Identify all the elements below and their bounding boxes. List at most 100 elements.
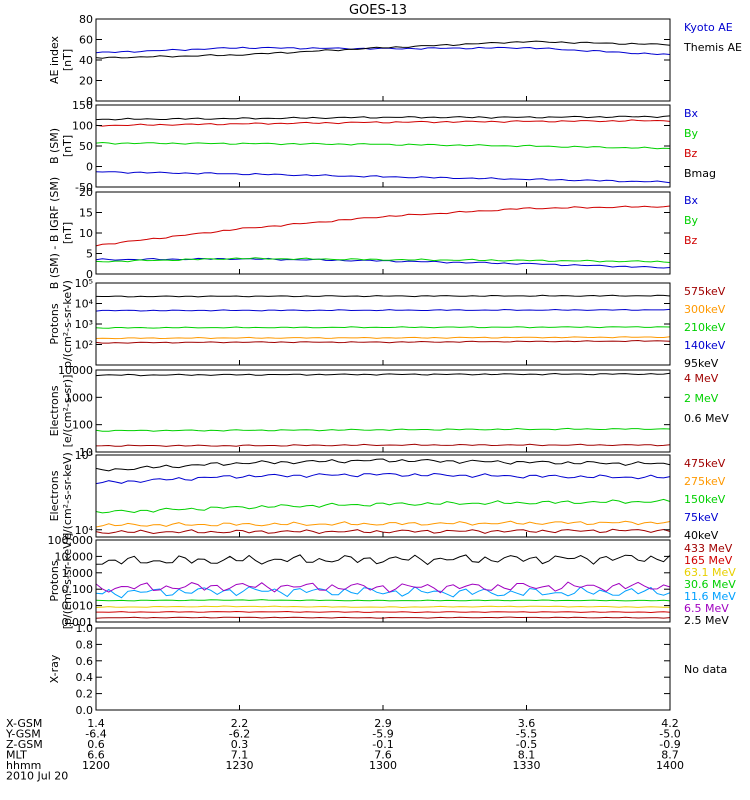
legend-entry: 40keV xyxy=(684,529,719,542)
series-line-4-mev xyxy=(95,443,671,447)
ephemeris-label: X-GSM xyxy=(6,717,42,730)
ephemeris-value: 0.3 xyxy=(231,738,249,751)
panel-protons-kev: 10² 10³ 10⁴ 10⁵ Protons p/(cm²-s-sr-keV) 575ke… xyxy=(48,277,726,370)
legend-entry: Bx xyxy=(684,107,699,120)
y-tick-label: 5 xyxy=(86,248,93,261)
y-axis-label: X-ray xyxy=(48,654,61,683)
panel-bigrf: 0 5 10 15 20 B (SM) - B IGRF (SM) [nT] Bx By Bz xyxy=(48,177,699,289)
series-line-275kev xyxy=(95,520,671,528)
y-tick-label: 0 xyxy=(86,268,93,281)
series-line-95kev xyxy=(95,294,671,298)
ephemeris-value: 1400 xyxy=(656,759,684,772)
series-line-by xyxy=(95,257,671,263)
legend-entry: Bmag xyxy=(684,167,716,180)
date-label: 2010 Jul 20 xyxy=(6,770,68,783)
series-line-210kev xyxy=(95,326,671,329)
y-axis-unit: e/(cm²-s-sr-keV) xyxy=(61,452,74,540)
y-tick-label: 10000 xyxy=(58,364,93,377)
panel-frame xyxy=(95,282,671,366)
y-tick-label: 10 xyxy=(79,446,93,459)
y-tick-label: 80 xyxy=(79,13,93,26)
y-tick-label: 50 xyxy=(79,140,93,153)
panel-frame xyxy=(95,627,671,711)
series-line-by xyxy=(95,141,671,150)
ephemeris-value: 6.6 xyxy=(87,749,105,762)
ephemeris-value: -0.5 xyxy=(516,738,537,751)
ephemeris-value: 7.6 xyxy=(374,749,392,762)
no-data-note: No data xyxy=(684,663,727,676)
series-line-6-5-mev xyxy=(95,581,671,594)
figure-title: GOES-13 xyxy=(349,3,407,18)
y-axis-label: B (SM) xyxy=(48,128,61,164)
series-line-0-6-mev xyxy=(95,372,671,377)
ephemeris-label: MLT xyxy=(6,749,27,762)
series-line-bz xyxy=(95,119,671,127)
panel-electrons-mev: 10 100 1000 10000 Electrons [e/(cm²-s-sr)] 4 M… xyxy=(48,364,729,459)
ephemeris-value: 2.2 xyxy=(231,717,249,730)
y-axis-label: Electrons xyxy=(48,385,61,436)
ephemeris-value: 1300 xyxy=(369,759,397,772)
legend-entry: Themis AE xyxy=(683,41,742,54)
series-line-11-6-mev xyxy=(95,586,671,599)
y-axis-unit: [nT] xyxy=(61,222,74,244)
legend-entry: Bz xyxy=(684,234,698,247)
ephemeris-value: 0.6 xyxy=(87,738,105,751)
y-tick-label: -50 xyxy=(75,181,93,194)
y-tick-label: 100 xyxy=(72,419,93,432)
y-tick-label: 10⁵ xyxy=(75,277,93,290)
y-tick-label: 0.2 xyxy=(76,688,94,701)
legend-entry: 4 MeV xyxy=(684,372,719,385)
ephemeris-value: -6.4 xyxy=(85,728,106,741)
y-tick-label: 15 xyxy=(79,207,93,220)
ephemeris-label: Z-GSM xyxy=(6,738,43,751)
y-tick-label: 60 xyxy=(79,34,93,47)
y-tick-label: 10³ xyxy=(75,318,93,331)
series-line-40kev xyxy=(95,458,671,472)
ephemeris-value: -6.2 xyxy=(229,728,250,741)
ephemeris-value: 1330 xyxy=(513,759,541,772)
ephemeris-value: -5.5 xyxy=(516,728,537,741)
panel-ae: 0 20 40 60 80 AE index [nT] Kyoto AE Themis AE xyxy=(48,13,742,108)
y-axis-label: AE index xyxy=(48,35,61,84)
legend-entry: 140keV xyxy=(684,339,726,352)
ephemeris-value: -0.1 xyxy=(372,738,393,751)
legend-entry: 95keV xyxy=(684,357,719,370)
legend-entry: 275keV xyxy=(684,475,726,488)
panel-frame xyxy=(95,18,671,102)
legend-entry: Bx xyxy=(684,194,699,207)
y-tick-label: 1000 xyxy=(65,391,93,404)
legend-entry: 63.1 MeV xyxy=(684,566,736,579)
y-tick-label: 1.000 xyxy=(62,567,94,580)
series-line-bmag xyxy=(95,115,671,121)
y-tick-label: 0 xyxy=(86,95,93,108)
ephemeris-value: 8.7 xyxy=(661,749,679,762)
legend-entry: 210keV xyxy=(684,321,726,334)
panel-bfield: -50 0 50 100 150 B (SM) [nT] Bx By Bz Bmag xyxy=(48,99,716,194)
legend-entry: Bz xyxy=(684,147,698,160)
y-tick-label: 0.6 xyxy=(76,655,94,668)
series-line-themis-ae xyxy=(95,40,671,59)
legend-entry: 2 MeV xyxy=(684,392,719,405)
y-tick-label: 10⁴ xyxy=(75,524,94,537)
y-tick-label: 10 xyxy=(79,227,93,240)
legend-entry: 165 MeV xyxy=(684,554,733,567)
series-line-bx xyxy=(95,171,671,184)
y-tick-label: 40 xyxy=(79,54,93,67)
y-tick-label: 100.000 xyxy=(48,534,94,547)
series-line-300kev xyxy=(95,336,671,340)
legend-entry: 2.5 MeV xyxy=(684,614,729,627)
y-axis-unit: [nT] xyxy=(61,49,74,71)
series-line-bz xyxy=(95,205,671,247)
y-tick-label: 10.000 xyxy=(55,550,94,563)
y-tick-label: 20 xyxy=(79,75,93,88)
ephemeris-value: 3.6 xyxy=(518,717,536,730)
y-tick-label: 0.001 xyxy=(62,616,94,629)
series-line-2-mev xyxy=(95,427,671,432)
legend-entry: 0.6 MeV xyxy=(684,412,729,425)
legend-entry: 475keV xyxy=(684,457,726,470)
y-axis-label: Electrons xyxy=(48,470,61,521)
y-tick-label: 10⁵ xyxy=(75,449,93,462)
y-axis-unit: [e/(cm²-s-sr)] xyxy=(61,375,74,448)
ephemeris-value: -5.0 xyxy=(659,728,680,741)
legend-entry: 575keV xyxy=(684,285,726,298)
